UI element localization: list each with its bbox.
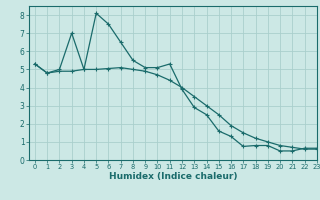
X-axis label: Humidex (Indice chaleur): Humidex (Indice chaleur) xyxy=(108,172,237,181)
